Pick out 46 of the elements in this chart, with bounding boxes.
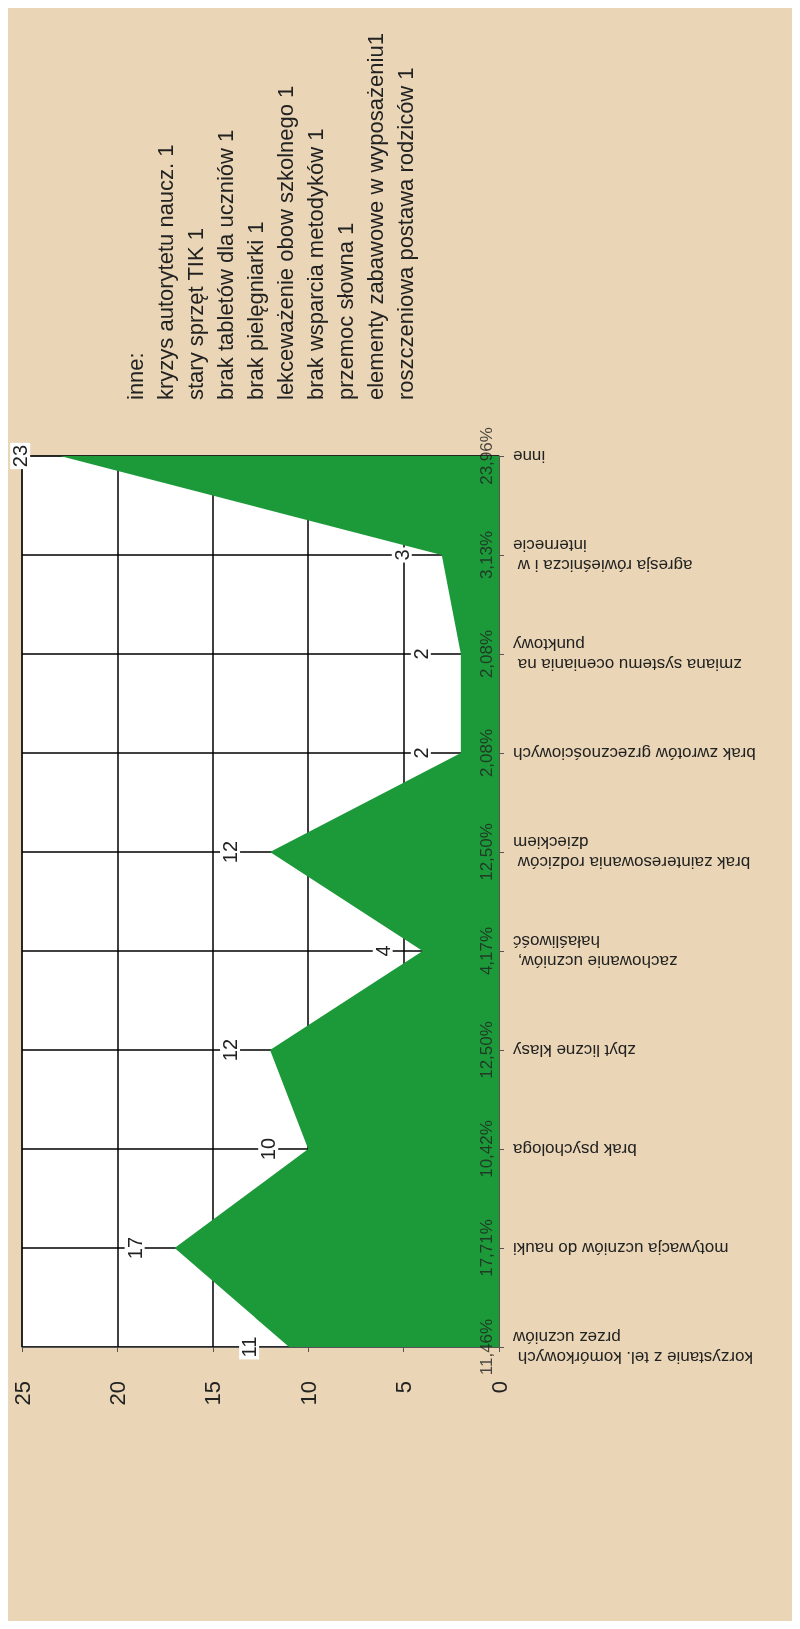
y-tick-label: zbyt liczne klasy: [512, 1040, 636, 1060]
x-tick-label: 20: [104, 1381, 130, 1406]
text: stary sprzęt TIK 1: [182, 228, 208, 400]
y-tick-label: brak psychologa: [512, 1139, 637, 1159]
annotation: 2,08%: [476, 728, 496, 778]
text: kryzys autorytetu naucz. 1: [152, 144, 178, 400]
data-label: 2: [409, 648, 432, 660]
data-label: 10: [257, 1137, 280, 1161]
annotation: 11,46%: [476, 1318, 496, 1376]
data-label: 11: [238, 1336, 261, 1358]
text: brak wsparcia metodyków 1: [302, 128, 328, 400]
y-tick-label: agresja rówieśnicza i w internecie: [513, 535, 693, 575]
text: brak tabletów dla uczniów 1: [212, 129, 238, 400]
data-label: 23: [9, 444, 32, 468]
x-tick-label: 10: [295, 1381, 321, 1406]
text: inne:: [122, 352, 148, 400]
x-tick-label: 15: [200, 1381, 226, 1406]
text: roszczeniowa postawa rodziców 1: [392, 67, 418, 400]
y-tick-label: zmiana systemu oceniania na punktowy: [512, 634, 742, 674]
annotation: 17,71%: [476, 1219, 496, 1277]
annotation: 23,96%: [476, 427, 496, 485]
x-tick-label: 0: [486, 1381, 512, 1394]
x-tick-label: 5: [391, 1381, 417, 1394]
data-label: 17: [123, 1236, 146, 1260]
text: brak pielęgniarki 1: [242, 221, 268, 400]
data-label: 4: [371, 945, 394, 957]
annotation: 12,50%: [476, 823, 496, 881]
y-tick-label: brak zwrotów grzecznościowych: [513, 743, 756, 763]
text: elementy zabawowe w wyposażeniu1: [362, 33, 388, 400]
text: lekceważenie obow szkolnego 1: [272, 85, 298, 400]
data-label: 12: [219, 1038, 242, 1062]
y-tick-label: inne: [513, 446, 546, 466]
data-label: 12: [219, 840, 242, 864]
annotation: 12,50%: [476, 1021, 496, 1079]
text: przemoc słowna 1: [332, 222, 358, 400]
y-tick-label: korzystanie z tel. komórkowych przez uczniów: [512, 1327, 753, 1367]
y-tick-label: brak zainteresowania rodziców dzieckiem: [513, 832, 751, 872]
data-label: 3: [390, 549, 413, 561]
y-tick-label: zachowanie uczniów, hałaśliwość: [512, 931, 678, 971]
annotation: 4,17%: [476, 926, 496, 976]
y-tick-label: motywacja uczniów do nauki: [513, 1238, 729, 1258]
data-label: 2: [409, 747, 432, 759]
x-tick-label: 25: [9, 1381, 35, 1406]
annotation: 2,08%: [476, 629, 496, 679]
annotation: 10,42%: [476, 1120, 496, 1178]
annotation: 3,13%: [476, 530, 496, 580]
